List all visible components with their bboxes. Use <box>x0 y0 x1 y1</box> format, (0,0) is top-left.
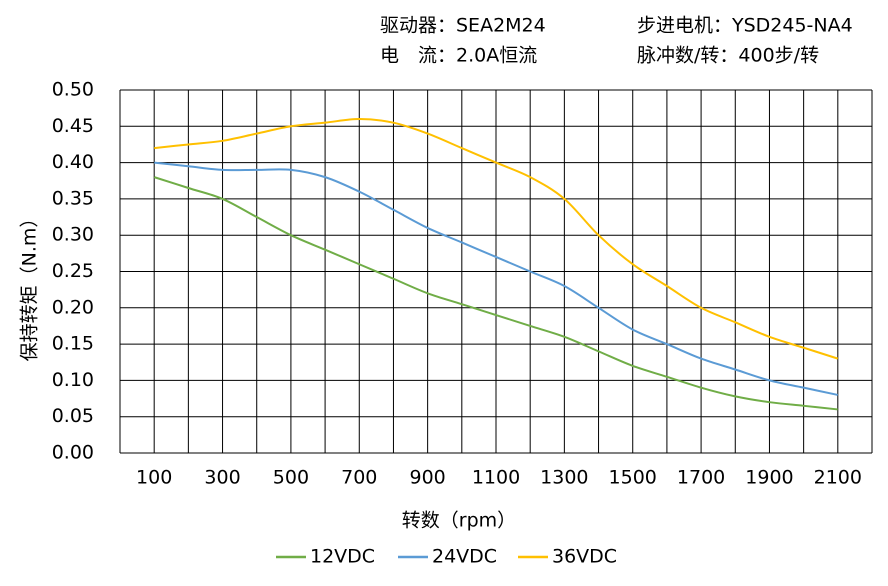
y-tick-label: 0.50 <box>52 79 94 101</box>
x-tick-label: 1100 <box>472 467 520 489</box>
header-text: 脉冲数/转：400步/转 <box>637 45 819 67</box>
y-tick-label: 0.40 <box>52 151 94 173</box>
y-tick-label: 0.35 <box>52 187 94 209</box>
x-tick-label: 700 <box>341 467 377 489</box>
y-axis-title: 保持转矩（N.m） <box>19 209 41 362</box>
y-tick-label: 0.20 <box>52 296 94 318</box>
y-tick-label: 0.00 <box>52 442 94 464</box>
y-tick-label: 0.05 <box>52 405 94 427</box>
y-tick-label: 0.30 <box>52 224 94 246</box>
x-axis-title: 转数（rpm） <box>402 510 516 532</box>
x-tick-label: 1300 <box>540 467 588 489</box>
line-series <box>154 161 839 396</box>
x-tick-label: 1900 <box>745 467 793 489</box>
x-tick-label: 1700 <box>677 467 725 489</box>
y-tick-label: 0.45 <box>52 115 94 137</box>
legend-label: 24VDC <box>432 546 497 568</box>
x-tick-label: 100 <box>136 467 172 489</box>
line-series <box>154 118 839 360</box>
y-tick-label: 0.10 <box>52 369 94 391</box>
x-tick-label: 1500 <box>609 467 657 489</box>
y-tick-label: 0.15 <box>52 333 94 355</box>
header-text: 电 流：2.0A恒流 <box>380 45 537 67</box>
header-text: 步进电机：YSD245-NA4 <box>637 15 853 37</box>
legend-label: 12VDC <box>310 546 375 568</box>
y-tick-label: 0.25 <box>52 260 94 282</box>
header-text: 驱动器：SEA2M24 <box>380 15 546 37</box>
legend-label: 36VDC <box>552 546 617 568</box>
x-tick-label: 2100 <box>814 467 862 489</box>
x-tick-label: 300 <box>204 467 240 489</box>
x-tick-label: 900 <box>410 467 446 489</box>
x-tick-label: 500 <box>273 467 309 489</box>
line-series <box>153 176 838 411</box>
